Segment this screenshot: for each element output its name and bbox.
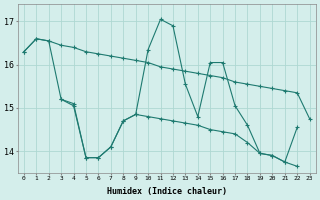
X-axis label: Humidex (Indice chaleur): Humidex (Indice chaleur): [107, 187, 227, 196]
